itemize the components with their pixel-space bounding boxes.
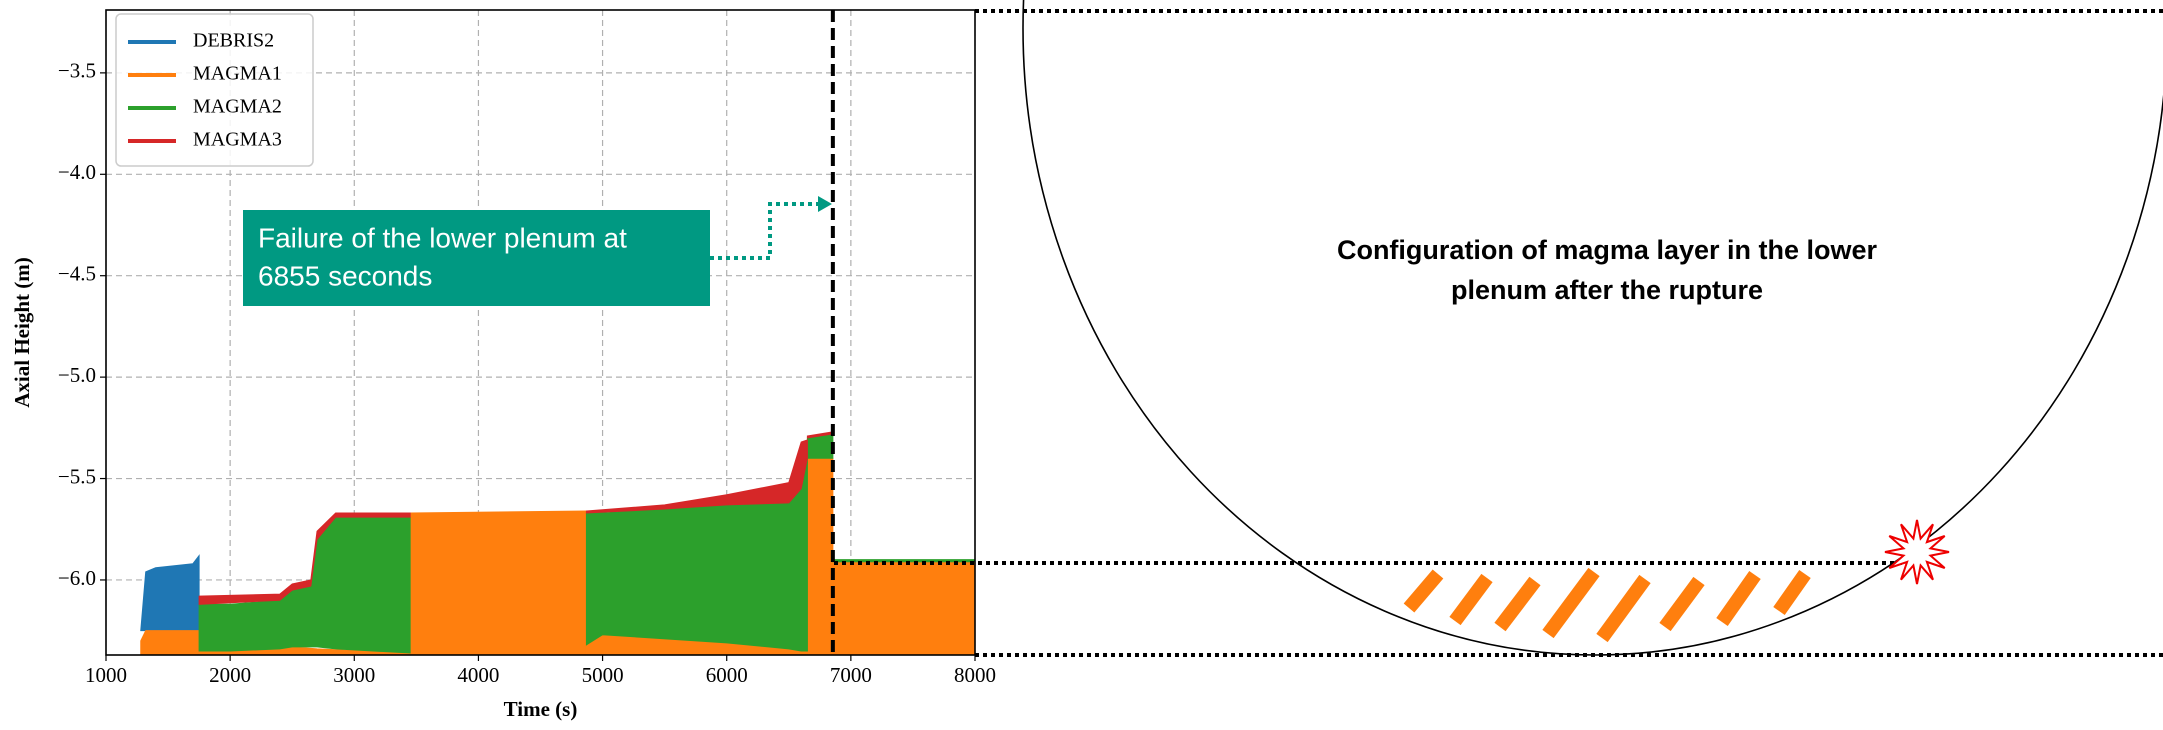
area: [409, 510, 587, 655]
annotation-text: Failure of the lower plenum at: [258, 222, 627, 253]
x-tick-label: 2000: [209, 663, 251, 687]
legend-label: MAGMA2: [193, 96, 282, 118]
x-tick-label: 8000: [954, 663, 996, 687]
area: [140, 554, 200, 632]
legend-label: MAGMA3: [193, 129, 282, 151]
x-tick-label: 3000: [333, 663, 375, 687]
x-tick-label: 6000: [706, 663, 748, 687]
y-tick-label: −5.5: [58, 464, 96, 488]
y-tick-label: −5.0: [58, 363, 96, 387]
y-axis-label: Axial Height (m): [10, 257, 34, 407]
area: [806, 457, 834, 655]
rupture-mark: [1884, 519, 1950, 585]
magma-fragments: [1403, 567, 1811, 643]
area: [585, 439, 808, 514]
y-tick-label: −6.0: [58, 566, 96, 590]
x-axis-label: Time (s): [504, 697, 578, 721]
area: [832, 561, 975, 655]
area: [832, 559, 975, 563]
x-tick-label: 5000: [582, 663, 624, 687]
x-tick-label: 7000: [830, 663, 872, 687]
annotation-text: 6855 seconds: [258, 260, 432, 291]
area: [198, 512, 411, 605]
legend-label: DEBRIS2: [193, 30, 274, 52]
diagram: Configuration of magma layer in the lowe…: [834, 0, 2163, 657]
annotation-box: [243, 210, 710, 306]
y-tick-label: −4.5: [58, 262, 96, 286]
legend-box: [115, 13, 314, 167]
arrow-head: [818, 196, 832, 212]
y-tick-label: −4.0: [58, 160, 96, 184]
vessel-outline: [1022, 0, 2163, 656]
plot-frame: [105, 9, 976, 656]
diagram-caption: plenum after the rupture: [1451, 275, 1763, 305]
x-tick-label: 4000: [457, 663, 499, 687]
annotation-arrow: [710, 202, 820, 260]
legend-label: MAGMA1: [193, 63, 282, 85]
diagram-caption: Configuration of magma layer in the lowe…: [1337, 235, 1878, 265]
area: [140, 630, 200, 655]
x-tick-label: 1000: [85, 663, 127, 687]
y-tick-label: −3.5: [58, 59, 96, 83]
